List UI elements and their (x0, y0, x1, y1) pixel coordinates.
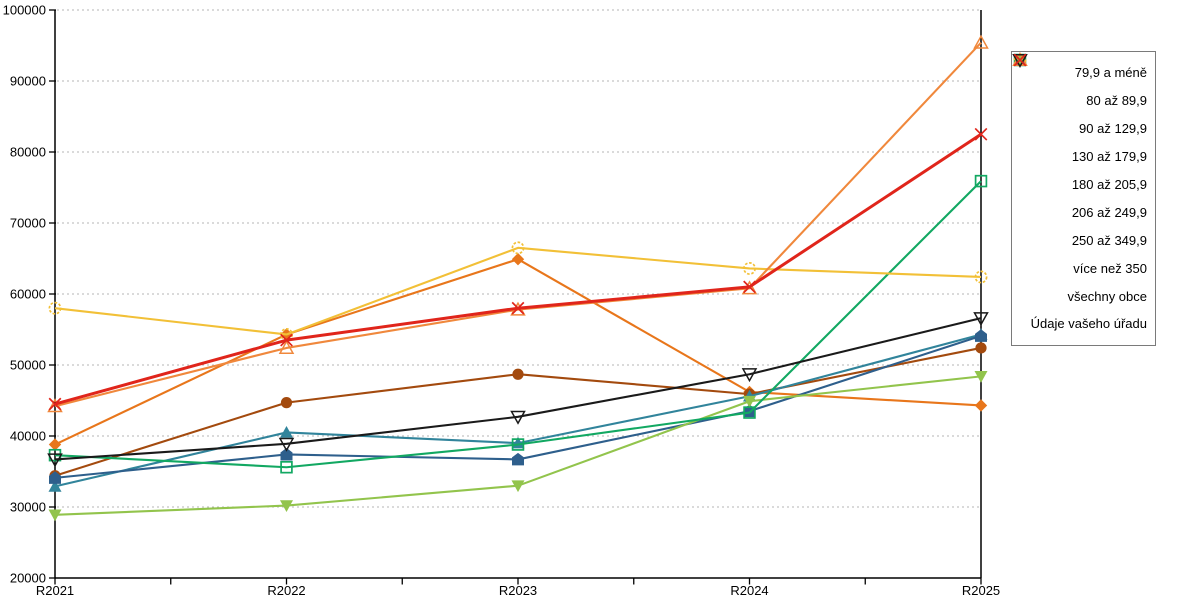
triangle-down-open-marker-icon (278, 437, 295, 452)
circle-dashed-marker-icon (1013, 53, 1027, 67)
triangle-down-open-marker-icon (973, 312, 989, 327)
square-open-marker-icon (511, 438, 525, 451)
series-line (54, 246, 982, 336)
legend-item: 180 až 205,9 (1012, 54, 1155, 192)
triangle-up-marker-icon (48, 480, 62, 492)
legend-triangle-down-open-icon (1012, 53, 1028, 68)
x-tick-label: R2023 (499, 583, 537, 598)
y-tick-label: 60000 (10, 287, 46, 302)
pentagon-marker-icon (280, 447, 293, 461)
legend-item: všechny obce (1012, 53, 1155, 304)
triangle-down-open-marker-icon (47, 453, 63, 468)
legend-item: 80 až 89,9 (1012, 54, 1155, 109)
triangle-up-open-marker-icon (973, 34, 989, 49)
legend-item-label: více než 350 (1073, 260, 1147, 276)
legend-item: 206 až 249,9 (1012, 53, 1155, 220)
y-tick-label: 20000 (10, 571, 46, 586)
series-8 (47, 312, 989, 468)
circle-dashed-marker-icon (48, 301, 62, 315)
x-cross-marker-icon (743, 280, 756, 294)
pentagon-marker-icon (49, 471, 61, 484)
legend-x-cross-icon (1013, 53, 1027, 67)
series-4 (48, 371, 988, 522)
y-tick-label: 30000 (10, 500, 46, 515)
series-9 (48, 127, 988, 411)
series-line (54, 180, 982, 469)
x-cross-marker-icon (1013, 53, 1027, 67)
triangle-up-marker-icon (280, 426, 293, 438)
x-tick-label: R2022 (267, 583, 305, 598)
pentagon-marker-icon (512, 452, 524, 466)
legend-item-label: 206 až 249,9 (1071, 204, 1147, 220)
x-cross-marker-icon (280, 333, 293, 347)
y-tick-label: 50000 (10, 358, 46, 373)
series-line (54, 317, 982, 461)
series-0 (48, 253, 988, 451)
triangle-down-marker-icon (48, 509, 62, 522)
triangle-down-marker-icon (743, 395, 756, 408)
y-tick-label: 80000 (10, 145, 46, 160)
legend-item-label: všechny obce (1067, 288, 1148, 304)
legend-item: 79,9 a méně (1012, 53, 1155, 81)
x-tick-label: R2024 (730, 583, 768, 598)
pentagon-marker-icon (975, 329, 987, 342)
triangle-down-open-marker-icon (510, 410, 526, 425)
legend-item-label: 250 až 349,9 (1071, 232, 1147, 248)
triangle-down-marker-icon (974, 371, 988, 383)
legend-item: 90 až 129,9 (1012, 53, 1155, 137)
x-tick-label: R2025 (962, 583, 1000, 598)
triangle-down-marker-icon (280, 500, 293, 512)
series-line (54, 132, 982, 406)
legend-item-label: 130 až 179,9 (1071, 149, 1147, 165)
square-open-marker-icon (280, 460, 293, 474)
circle-dashed-marker-icon (743, 261, 756, 275)
triangle-down-open-marker-icon (741, 368, 758, 383)
legend-item-label: 80 až 89,9 (1086, 93, 1147, 109)
circle-dashed-marker-icon (511, 241, 525, 255)
x-cross-marker-icon (511, 301, 525, 315)
x-tick-label: R2021 (36, 583, 74, 598)
legend-item-label: Údaje vašeho úřadu (1030, 316, 1147, 332)
legend-item: 250 až 349,9 (1012, 53, 1155, 248)
legend-item-label: 180 až 205,9 (1071, 177, 1147, 192)
legend-item: Údaje vašeho úřadu (1012, 53, 1155, 332)
chart-legend: 79,9 a méně 80 až 89,9 90 až 129,9 130 až 1… (1011, 51, 1156, 346)
square-open-marker-icon (743, 406, 756, 419)
circle-marker-icon (975, 342, 987, 354)
triangle-down-open-marker-icon (1012, 53, 1028, 68)
legend-circle-dashed-icon (1013, 53, 1027, 67)
legend-item-label: 90 až 129,9 (1079, 121, 1147, 137)
triangle-up-open-marker-icon (278, 340, 295, 355)
diamond-marker-icon (48, 438, 62, 451)
square-open-marker-icon (974, 174, 988, 188)
y-tick-label: 70000 (10, 216, 46, 231)
y-tick-label: 40000 (10, 429, 46, 444)
legend-item: 130 až 179,9 (1012, 53, 1155, 165)
diamond-marker-icon (974, 399, 988, 412)
y-tick-label: 100000 (3, 3, 46, 18)
circle-marker-icon (280, 397, 293, 409)
triangle-up-open-marker-icon (47, 398, 63, 413)
x-cross-marker-icon (48, 397, 62, 411)
series-3 (49, 329, 987, 484)
legend-item: více než 350 (1012, 52, 1155, 276)
circle-marker-icon (512, 368, 524, 380)
y-tick-label: 90000 (10, 74, 46, 89)
diamond-marker-icon (511, 253, 525, 266)
triangle-down-marker-icon (511, 480, 525, 493)
series-2 (48, 328, 988, 492)
circle-dashed-marker-icon (974, 270, 988, 284)
legend-item-label: 79,9 a méně (1074, 65, 1147, 81)
x-cross-marker-icon (974, 127, 988, 141)
